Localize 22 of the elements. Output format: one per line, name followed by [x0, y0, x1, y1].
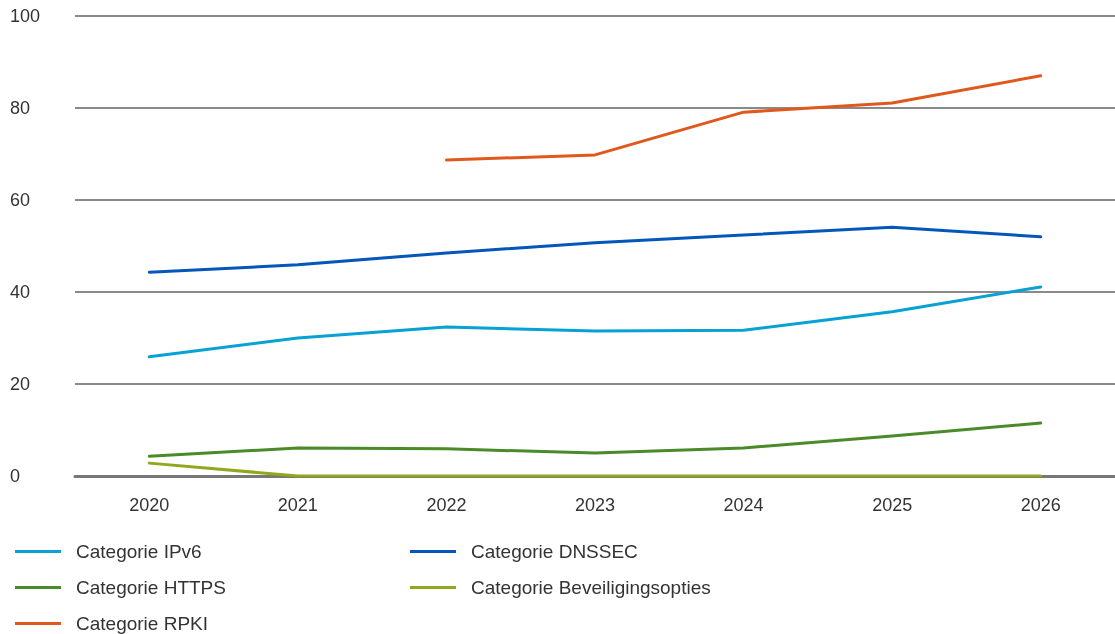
legend-label: Categorie Beveiligingsopties — [471, 577, 711, 598]
line-series — [147, 225, 1043, 274]
x-tick-label: 2026 — [1020, 495, 1061, 515]
x-tick-label: 2023 — [574, 495, 616, 515]
x-tick-label: 2021 — [277, 495, 318, 515]
legend-label: Categorie HTTPS — [76, 577, 226, 598]
y-tick-label: 80 — [10, 98, 31, 118]
y-tick-label: 100 — [10, 6, 41, 26]
x-tick-label: 2025 — [872, 495, 913, 515]
y-tick-label: 60 — [10, 190, 31, 210]
x-tick-label: 2024 — [723, 495, 764, 515]
legend-label: Categorie RPKI — [76, 613, 209, 634]
x-tick-label: 2020 — [129, 495, 170, 515]
line-series — [444, 74, 1043, 162]
y-tick-label: 20 — [10, 374, 31, 394]
line-series — [147, 421, 1043, 458]
x-tick-label: 2022 — [426, 495, 467, 515]
y-tick-label: 0 — [10, 466, 21, 486]
legend-label: Categorie IPv6 — [76, 541, 202, 562]
legend-label: Categorie DNSSEC — [471, 541, 638, 562]
line-series — [147, 285, 1043, 359]
y-tick-label: 40 — [10, 282, 31, 302]
